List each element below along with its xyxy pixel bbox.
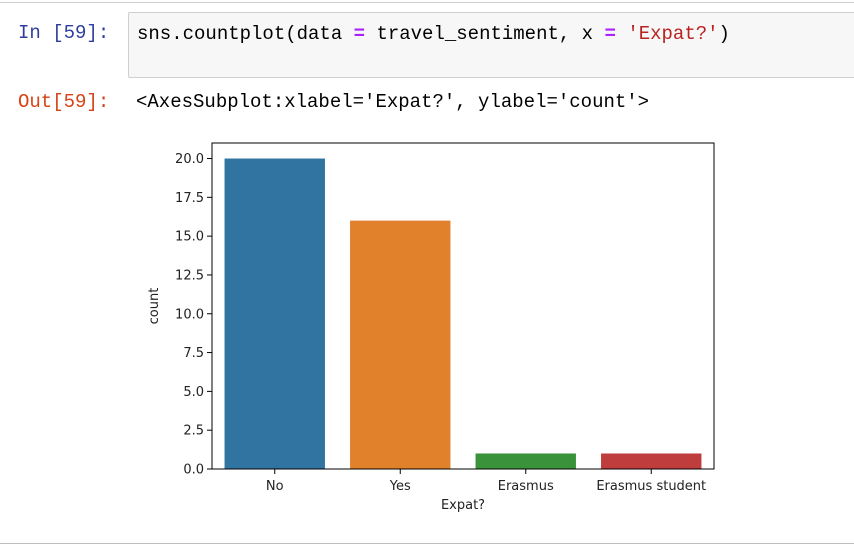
x-tick-label-0: No — [266, 479, 284, 494]
x-tick-label-3: Erasmus student — [596, 479, 706, 494]
input-prompt: In [59]: — [18, 22, 110, 44]
output-repr-text: <AxesSubplot:xlabel='Expat?', ylabel='co… — [136, 91, 650, 113]
x-axis-label: Expat? — [441, 498, 485, 513]
code-string: 'Expat?' — [627, 23, 719, 45]
cell-top-border — [0, 2, 854, 3]
y-tick-label-8: 20.0 — [175, 152, 204, 167]
cell-bottom-border — [0, 543, 854, 544]
code-args: travel_sentiment, x — [365, 23, 605, 45]
bar-2 — [475, 453, 576, 469]
code-operator: = — [353, 23, 366, 45]
x-tick-label-2: Erasmus — [498, 479, 554, 494]
output-prompt: Out[59]: — [18, 91, 110, 113]
code-close-paren: ) — [718, 23, 730, 45]
y-tick-label-6: 15.0 — [175, 230, 204, 245]
code-operator: = — [604, 23, 616, 45]
y-tick-label-0: 0.0 — [183, 463, 204, 478]
y-tick-label-2: 5.0 — [183, 385, 204, 400]
y-axis-label: count — [147, 288, 162, 325]
y-tick-label-3: 7.5 — [183, 346, 204, 361]
y-tick-label-7: 17.5 — [175, 191, 204, 206]
y-tick-label-5: 12.5 — [175, 268, 204, 283]
x-tick-label-1: Yes — [389, 479, 411, 494]
countplot-chart: 0.0 2.5 5.0 7.5 10.0 12.5 15.0 17.5 20.0 No Yes Era… — [147, 142, 715, 513]
bar-1 — [350, 220, 451, 469]
bar-0 — [224, 158, 325, 469]
bar-3 — [601, 453, 702, 469]
axes-frame — [211, 142, 715, 470]
code-fn: sns.countplot(data — [137, 23, 354, 45]
y-tick-label-4: 10.0 — [175, 307, 204, 322]
y-tick-label-1: 2.5 — [183, 424, 204, 439]
code-input-area[interactable]: sns.countplot(data = travel_sentiment, x… — [128, 12, 854, 78]
code-line[interactable]: sns.countplot(data = travel_sentiment, x… — [137, 23, 730, 45]
